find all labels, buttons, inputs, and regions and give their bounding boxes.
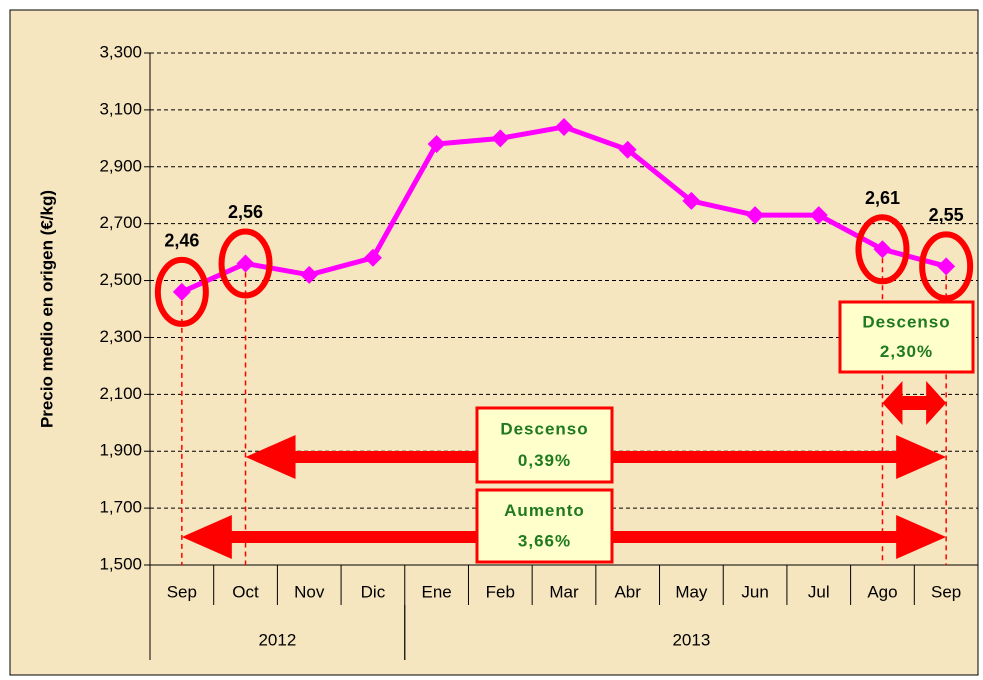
- marker: [618, 140, 637, 159]
- marker: [746, 206, 765, 225]
- data-label: 2,55: [929, 205, 964, 225]
- data-label: 2,56: [228, 202, 263, 222]
- y-tick-label: 2,100: [99, 384, 142, 403]
- y-tick-label: 2,900: [99, 156, 142, 175]
- highlight-circle: [919, 231, 974, 302]
- group-label: 2013: [672, 630, 710, 649]
- annotation-box: [838, 300, 975, 374]
- y-tick-label: 1,500: [99, 554, 142, 573]
- annotation-title: Descenso: [500, 420, 588, 439]
- x-tick-label: Ene: [421, 582, 451, 601]
- marker: [172, 282, 191, 301]
- marker: [809, 206, 828, 225]
- x-tick-label: Feb: [486, 582, 515, 601]
- marker: [682, 191, 701, 210]
- y-tick-label: 2,500: [99, 270, 142, 289]
- y-tick-label: 2,700: [99, 213, 142, 232]
- y-tick-label: 1,700: [99, 498, 142, 517]
- x-tick-label: Jun: [741, 582, 768, 601]
- annotation-box: [475, 406, 614, 484]
- annotation-title: Aumento: [504, 501, 585, 520]
- x-tick-label: Ago: [867, 582, 897, 601]
- y-tick-label: 1,900: [99, 441, 142, 460]
- x-tick-label: Abr: [614, 582, 641, 601]
- highlight-circle: [154, 256, 209, 327]
- y-tick-label: 3,300: [99, 42, 142, 61]
- x-tick-label: Mar: [549, 582, 579, 601]
- annotation-title: Descenso: [862, 312, 950, 331]
- chart-bg: [9, 9, 979, 676]
- annotation-text: 2,30%: [880, 342, 933, 361]
- x-tick-label: Oct: [232, 582, 259, 601]
- group-label: 2012: [258, 630, 296, 649]
- arrow: [882, 381, 947, 425]
- y-tick-label: 3,100: [99, 99, 142, 118]
- data-label: 2,46: [164, 231, 199, 251]
- marker: [555, 117, 573, 136]
- x-tick-label: Sep: [167, 582, 197, 601]
- marker: [873, 240, 892, 259]
- marker: [427, 135, 446, 154]
- annotation-text: 0,39%: [518, 451, 571, 470]
- x-tick-label: May: [675, 582, 708, 601]
- marker: [363, 248, 382, 267]
- x-tick-label: Nov: [294, 582, 325, 601]
- x-tick-label: Sep: [931, 582, 961, 601]
- annotation-text: 3,66%: [518, 531, 571, 550]
- marker: [491, 129, 510, 148]
- highlight-circle: [218, 228, 273, 299]
- y-axis-title: Precio medio en origen (€/kg): [37, 190, 56, 428]
- x-tick-label: Jul: [808, 582, 830, 601]
- y-tick-label: 2,300: [99, 327, 142, 346]
- annotation-box: [475, 488, 614, 564]
- marker: [937, 257, 956, 276]
- marker: [300, 265, 319, 284]
- marker: [236, 254, 255, 273]
- data-label: 2,61: [865, 188, 900, 208]
- x-tick-label: Dic: [361, 582, 386, 601]
- highlight-circle: [855, 214, 910, 285]
